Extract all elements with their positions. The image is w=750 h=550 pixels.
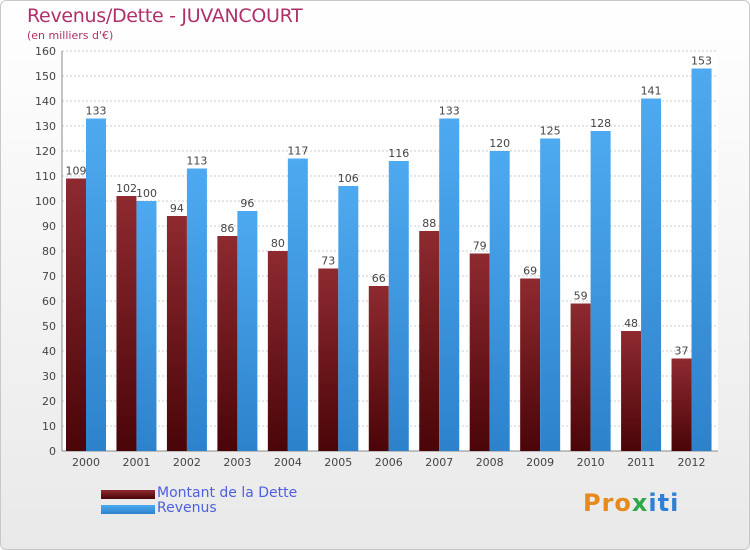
data-label-dette: 66	[372, 272, 386, 285]
y-tick-label: 150	[35, 70, 56, 83]
y-tick-label: 0	[49, 445, 56, 458]
bar-dette	[318, 268, 339, 451]
data-label-revenus: 120	[489, 137, 510, 150]
y-tick-label: 70	[42, 270, 56, 283]
x-tick-label: 2001	[122, 456, 150, 469]
bar-revenus	[691, 68, 712, 451]
data-label-revenus: 100	[136, 187, 157, 200]
data-label-revenus: 128	[590, 117, 611, 130]
data-label-revenus: 125	[540, 125, 561, 138]
data-label-revenus: 116	[388, 147, 409, 160]
data-label-dette: 69	[523, 265, 537, 278]
data-label-revenus: 133	[86, 105, 107, 118]
y-tick-label: 40	[42, 345, 56, 358]
x-tick-label: 2000	[72, 456, 100, 469]
data-label-dette: 79	[473, 240, 487, 253]
data-label-dette: 80	[271, 237, 285, 250]
y-tick-label: 20	[42, 395, 56, 408]
y-tick-label: 140	[35, 95, 56, 108]
x-tick-label: 2005	[324, 456, 352, 469]
data-label-dette: 94	[170, 202, 184, 215]
chart-title: Revenus/Dette - JUVANCOURT	[27, 5, 303, 27]
legend-swatch-dette	[101, 490, 155, 499]
bar-revenus	[439, 118, 460, 451]
data-label-dette: 109	[66, 165, 87, 178]
legend-swatch-revenus	[101, 505, 155, 514]
x-tick-label: 2006	[375, 456, 403, 469]
chart-subtitle: (en milliers d'€)	[27, 29, 114, 42]
x-tick-label: 2012	[678, 456, 706, 469]
y-tick-label: 110	[35, 170, 56, 183]
legend-label-dette: Montant de la Dette	[157, 485, 298, 501]
y-tick-label: 160	[35, 45, 56, 58]
data-label-dette: 59	[574, 290, 588, 303]
data-label-revenus: 113	[186, 155, 207, 168]
bar-revenus	[287, 158, 308, 451]
bar-revenus	[186, 168, 207, 451]
bar-revenus	[489, 151, 510, 451]
data-label-revenus: 106	[338, 172, 359, 185]
bar-dette	[166, 216, 187, 451]
y-tick-label: 120	[35, 145, 56, 158]
data-label-revenus: 133	[439, 105, 460, 118]
bar-dette	[419, 231, 440, 451]
y-tick-label: 80	[42, 245, 56, 258]
x-tick-label: 2010	[577, 456, 605, 469]
bar-dette	[368, 286, 389, 451]
data-label-revenus: 96	[240, 197, 254, 210]
y-tick-label: 60	[42, 295, 56, 308]
bar-revenus	[86, 118, 106, 451]
proxiti-logo: Proxiti	[583, 489, 680, 517]
data-label-dette: 48	[624, 317, 638, 330]
data-label-dette: 37	[675, 345, 689, 358]
bar-dette	[267, 251, 288, 451]
bar-revenus	[388, 161, 409, 451]
data-label-dette: 88	[422, 217, 436, 230]
bar-revenus	[641, 98, 662, 451]
bar-revenus	[338, 186, 359, 451]
bar-revenus	[136, 201, 157, 451]
legend-label-revenus: Revenus	[157, 500, 217, 516]
y-tick-label: 100	[35, 195, 56, 208]
x-tick-label: 2003	[223, 456, 251, 469]
x-tick-label: 2008	[476, 456, 504, 469]
x-tick-label: 2002	[173, 456, 201, 469]
data-label-revenus: 117	[287, 145, 308, 158]
data-label-dette: 102	[116, 182, 137, 195]
bar-dette	[66, 178, 86, 451]
data-label-revenus: 153	[691, 55, 712, 68]
y-tick-label: 130	[35, 120, 56, 133]
bar-dette	[116, 196, 137, 451]
data-label-revenus: 141	[641, 85, 662, 98]
bar-dette	[469, 253, 490, 451]
y-tick-label: 10	[42, 420, 56, 433]
bar-revenus	[540, 138, 561, 451]
bar-dette	[570, 303, 591, 451]
data-label-dette: 73	[321, 255, 335, 268]
x-tick-label: 2007	[425, 456, 453, 469]
x-tick-label: 2004	[274, 456, 302, 469]
x-tick-label: 2009	[526, 456, 554, 469]
bar-revenus	[237, 211, 258, 451]
x-tick-label: 2011	[627, 456, 655, 469]
bar-revenus	[590, 131, 611, 451]
y-tick-label: 50	[42, 320, 56, 333]
bar-dette	[520, 278, 541, 451]
y-tick-label: 90	[42, 220, 56, 233]
bar-dette	[621, 331, 642, 451]
bar-dette	[217, 236, 238, 451]
data-label-dette: 86	[220, 222, 234, 235]
bar-dette	[671, 358, 692, 451]
y-tick-label: 30	[42, 370, 56, 383]
